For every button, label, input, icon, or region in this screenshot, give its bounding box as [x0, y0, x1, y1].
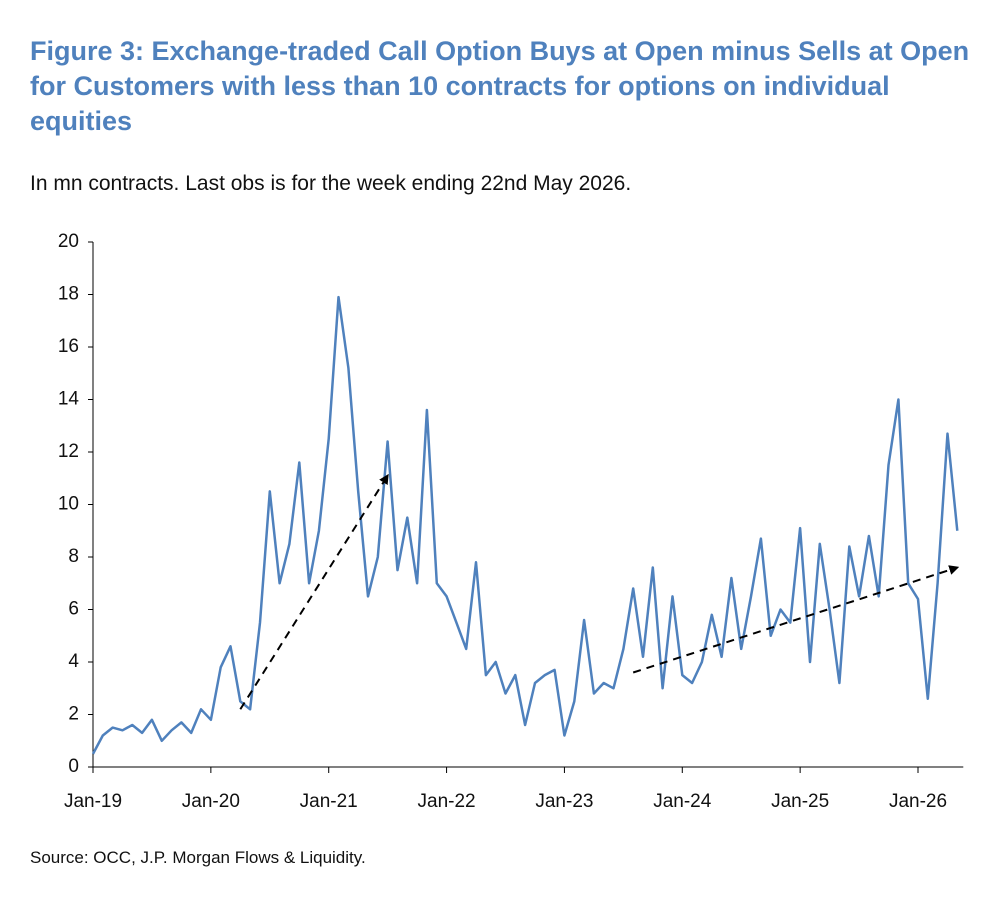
trend-arrow — [632, 565, 960, 674]
x-tick-label: Jan-19 — [64, 791, 122, 812]
y-tick-label: 4 — [68, 651, 79, 672]
y-tick-label: 0 — [68, 756, 79, 777]
y-tick-label: 8 — [68, 546, 79, 567]
y-tick-label: 6 — [68, 599, 79, 620]
x-tick-label: Jan-22 — [418, 791, 476, 812]
x-tick-label: Jan-21 — [300, 791, 358, 812]
x-tick-label: Jan-24 — [653, 791, 712, 812]
chart-title: Figure 3: Exchange-traded Call Option Bu… — [30, 36, 970, 136]
y-tick-label: 18 — [58, 284, 79, 305]
x-tick-label: Jan-25 — [771, 791, 829, 812]
y-tick-label: 10 — [58, 494, 79, 515]
y-tick-label: 12 — [58, 441, 79, 462]
x-tick-label: Jan-26 — [889, 791, 947, 812]
x-tick-label: Jan-23 — [535, 791, 593, 812]
y-tick-label: 14 — [58, 389, 80, 410]
y-tick-label: 20 — [58, 231, 79, 252]
y-tick-label: 16 — [58, 336, 79, 357]
trend-arrow — [239, 473, 389, 710]
y-tick-label: 2 — [68, 704, 79, 725]
x-tick-label: Jan-20 — [182, 791, 240, 812]
data-line — [91, 295, 959, 755]
chart-subtitle: In mn contracts. Last obs is for the wee… — [30, 172, 632, 195]
source-note: Source: OCC, J.P. Morgan Flows & Liquidi… — [30, 848, 366, 867]
